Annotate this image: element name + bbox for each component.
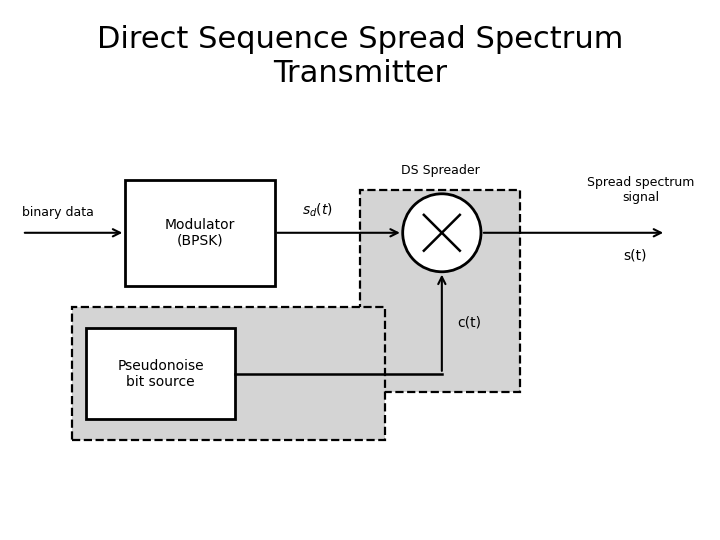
Text: c(t): c(t): [457, 316, 482, 330]
Text: binary data: binary data: [22, 206, 94, 219]
FancyBboxPatch shape: [72, 307, 385, 440]
Ellipse shape: [402, 194, 481, 272]
Text: Spread spectrum
signal: Spread spectrum signal: [588, 176, 695, 204]
Text: Direct Sequence Spread Spectrum
Transmitter: Direct Sequence Spread Spectrum Transmit…: [96, 25, 624, 88]
Text: $s_d(t)$: $s_d(t)$: [302, 202, 333, 219]
Text: DS Spreader: DS Spreader: [401, 164, 480, 177]
Text: Modulator
(BPSK): Modulator (BPSK): [165, 218, 235, 248]
FancyBboxPatch shape: [360, 190, 520, 392]
Text: Pseudonoise
bit source: Pseudonoise bit source: [117, 359, 204, 389]
Bar: [125, 180, 274, 286]
Bar: [86, 328, 235, 419]
Text: s(t): s(t): [624, 249, 647, 263]
